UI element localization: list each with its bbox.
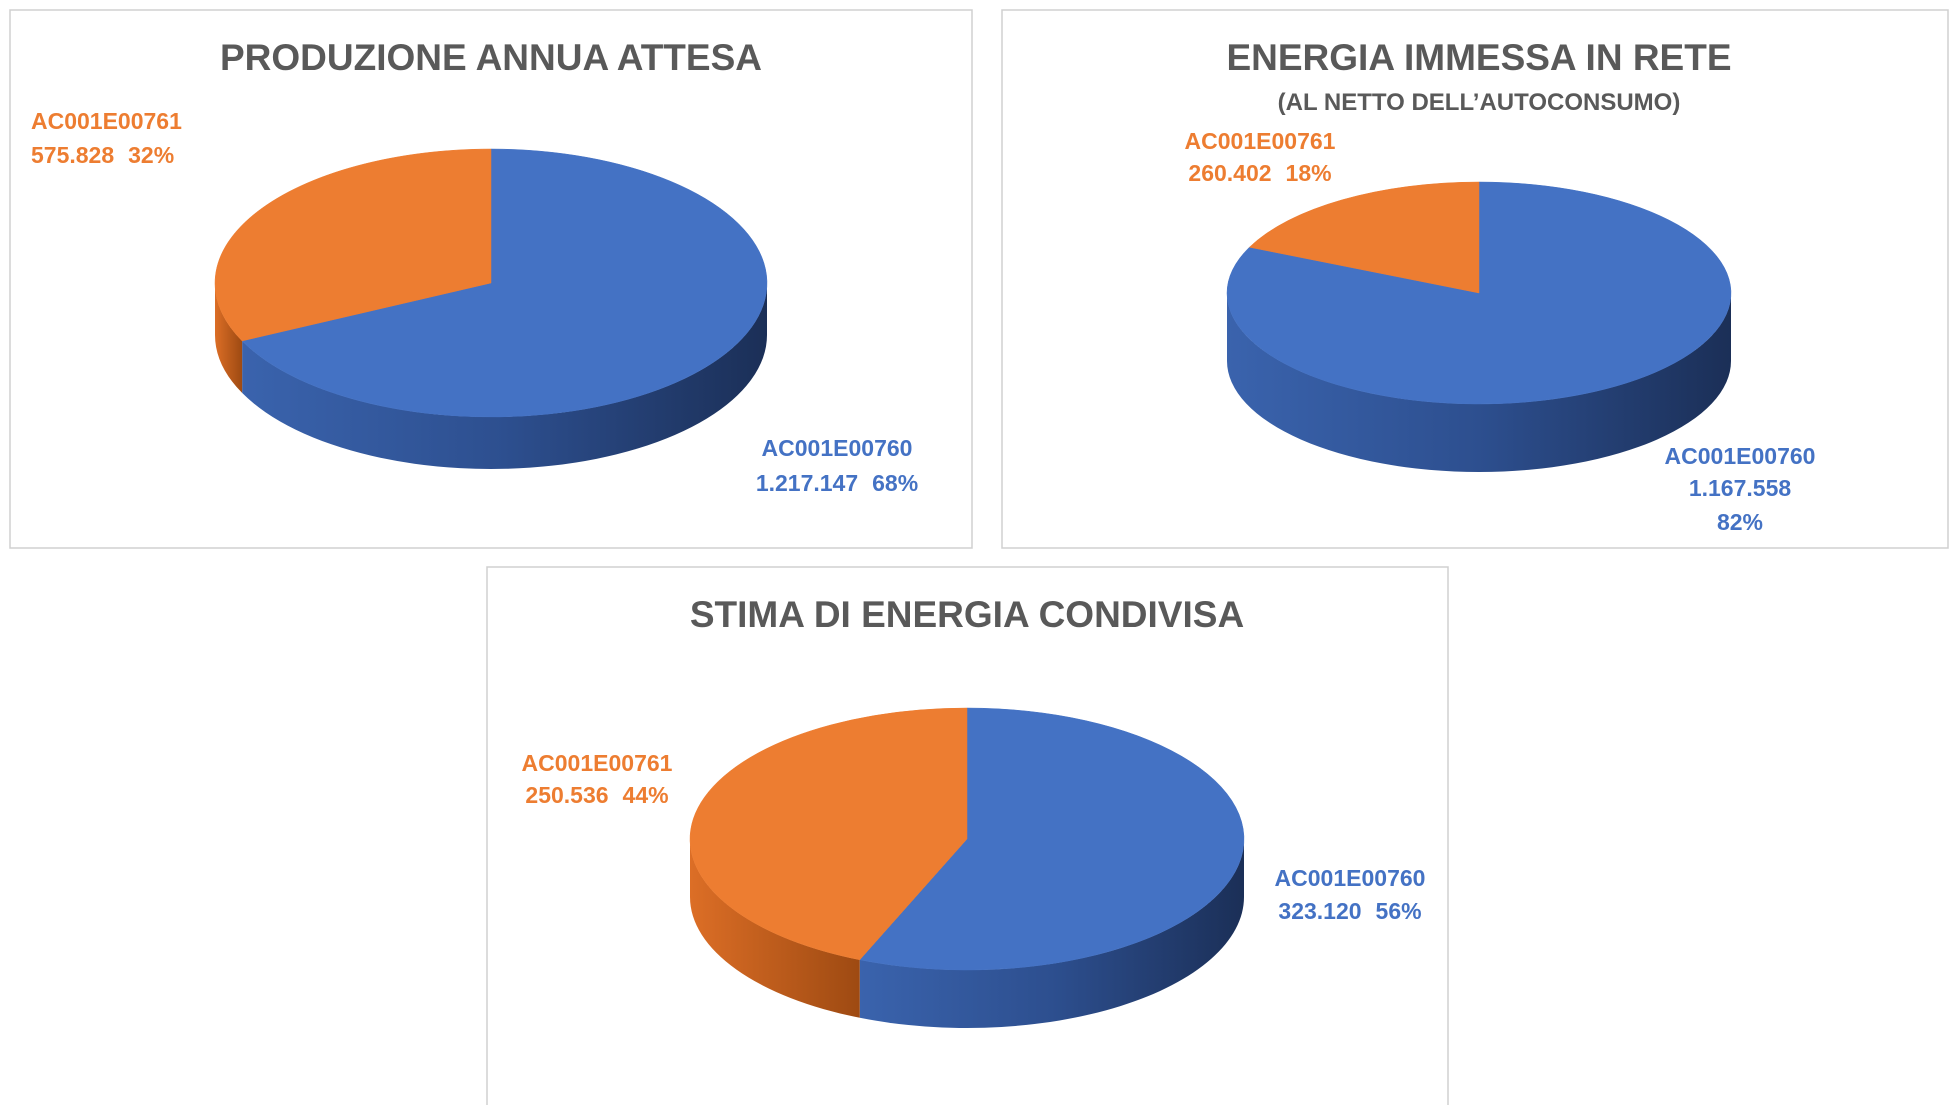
slice-top bbox=[689, 707, 968, 961]
data-label: 260.402 18% bbox=[1188, 160, 1331, 186]
value-label: 260.402 bbox=[1188, 160, 1271, 186]
data-label: 1.217.147 68% bbox=[756, 470, 918, 496]
chart-subtitle: (AL NETTO DELL’AUTOCONSUMO) bbox=[1278, 89, 1681, 116]
percent-label: 56% bbox=[1376, 898, 1422, 924]
data-label: 82% bbox=[1717, 509, 1763, 535]
percent-label: 44% bbox=[623, 782, 669, 808]
data-label: 250.536 44% bbox=[525, 782, 668, 808]
data-label: 323.120 56% bbox=[1278, 898, 1421, 924]
slice-top bbox=[214, 148, 492, 342]
value-label: 250.536 bbox=[525, 782, 608, 808]
slice-top bbox=[1248, 181, 1480, 294]
pie-slice bbox=[1248, 181, 1480, 294]
pie-slice bbox=[859, 707, 1245, 1028]
value-label: 1.217.147 bbox=[756, 470, 858, 496]
value-label: 323.120 bbox=[1278, 898, 1361, 924]
data-label: AC001E00760 bbox=[1275, 865, 1426, 891]
slice-side bbox=[215, 283, 243, 393]
slice-side bbox=[242, 283, 767, 469]
chart-title: ENERGIA IMMESSA IN RETE bbox=[1226, 37, 1731, 78]
pie-slice bbox=[214, 148, 492, 393]
slice-side bbox=[1227, 293, 1731, 472]
data-label: AC001E00761 bbox=[1185, 128, 1336, 154]
pie-slice bbox=[241, 148, 768, 469]
percent-label: 68% bbox=[872, 470, 918, 496]
percent-label: 32% bbox=[128, 142, 174, 168]
slice-side bbox=[690, 839, 860, 1018]
data-label: AC001E00761 bbox=[31, 108, 182, 134]
slice-side bbox=[859, 839, 1244, 1028]
percent-label: 18% bbox=[1286, 160, 1332, 186]
value-label: 575.828 bbox=[31, 142, 114, 168]
data-label: AC001E00761 bbox=[522, 750, 673, 776]
slice-top bbox=[241, 148, 768, 418]
data-label: 1.167.558 bbox=[1689, 475, 1792, 501]
pie-slice bbox=[689, 707, 968, 1018]
data-label: AC001E00760 bbox=[1665, 443, 1816, 469]
chart-title: PRODUZIONE ANNUA ATTESA bbox=[220, 37, 762, 78]
chart-title: STIMA DI ENERGIA CONDIVISA bbox=[690, 594, 1244, 635]
data-label: 575.828 32% bbox=[31, 142, 174, 168]
data-label: AC001E00760 bbox=[762, 435, 913, 461]
slice-top bbox=[859, 707, 1245, 971]
